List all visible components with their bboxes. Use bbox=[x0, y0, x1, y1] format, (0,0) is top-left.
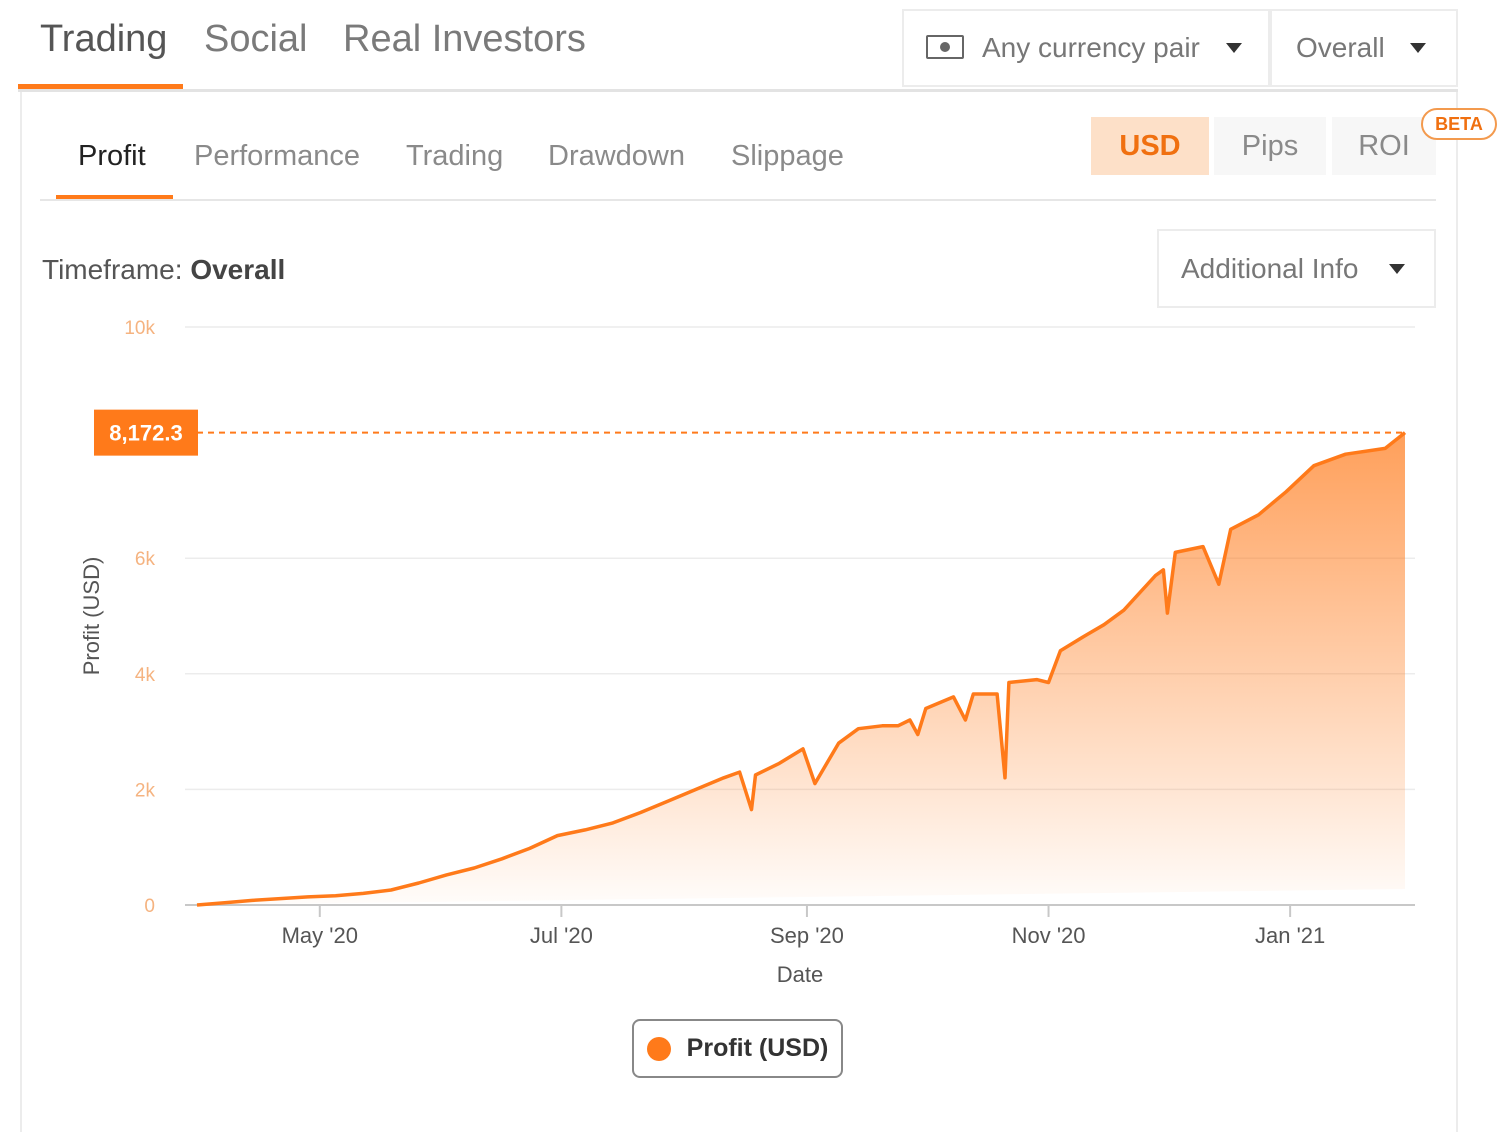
x-axis-title: Date bbox=[777, 962, 823, 987]
tab-social[interactable]: Social bbox=[204, 18, 308, 60]
chevron-down-icon bbox=[1389, 263, 1405, 274]
last-value-badge bbox=[94, 409, 198, 456]
subtab-trading[interactable]: Trading bbox=[406, 140, 504, 172]
beta-badge: BETA bbox=[1421, 108, 1497, 140]
x-tick-label: Nov '20 bbox=[1012, 923, 1086, 948]
unit-pips-button[interactable]: Pips bbox=[1214, 117, 1326, 175]
timeframe-caption: Timeframe: bbox=[42, 254, 183, 285]
profit-line bbox=[196, 431, 1407, 907]
currency-pair-select[interactable]: Any currency pair bbox=[902, 9, 1270, 87]
y-tick-label: 2k bbox=[135, 780, 156, 801]
active-tab-indicator bbox=[18, 84, 183, 89]
period-select[interactable]: Overall bbox=[1270, 9, 1458, 87]
timeframe-value: Overall bbox=[190, 254, 286, 285]
subtab-divider bbox=[40, 199, 1436, 201]
active-subtab-indicator bbox=[56, 195, 173, 199]
y-tick-label: 4k bbox=[135, 665, 156, 686]
chevron-down-icon bbox=[1226, 43, 1242, 53]
profit-area bbox=[197, 432, 1405, 905]
chart-panel bbox=[20, 92, 1458, 1132]
legend-label: Profit (USD) bbox=[686, 1034, 829, 1062]
legend-profit[interactable]: Profit (USD) bbox=[632, 1019, 843, 1078]
y-axis-title: Profit (USD) bbox=[79, 557, 104, 676]
legend-dot-icon bbox=[646, 1036, 671, 1061]
y-tick-label: 6k bbox=[135, 549, 156, 570]
tab-real-investors[interactable]: Real Investors bbox=[343, 18, 586, 60]
subtab-performance[interactable]: Performance bbox=[194, 140, 361, 172]
last-value-label: 8,172.3 bbox=[109, 421, 182, 446]
top-divider bbox=[18, 89, 1458, 92]
unit-roi-button[interactable]: ROI bbox=[1332, 117, 1436, 175]
chevron-down-icon bbox=[1410, 43, 1426, 53]
x-tick-label: Sep '20 bbox=[770, 923, 844, 948]
tab-trading[interactable]: Trading bbox=[40, 18, 168, 60]
timeframe-label: Timeframe: Overall bbox=[42, 254, 285, 286]
y-tick-label: 0 bbox=[144, 896, 155, 917]
subtab-drawdown[interactable]: Drawdown bbox=[548, 140, 685, 172]
x-tick-label: Jul '20 bbox=[530, 923, 593, 948]
currency-pair-value: Any currency pair bbox=[982, 32, 1200, 63]
additional-info-select[interactable]: Additional Info bbox=[1157, 229, 1436, 308]
x-tick-label: Jan '21 bbox=[1255, 923, 1325, 948]
y-tick-label: 10k bbox=[124, 318, 155, 339]
period-value: Overall bbox=[1296, 32, 1385, 63]
subtab-slippage[interactable]: Slippage bbox=[731, 140, 844, 172]
additional-info-label: Additional Info bbox=[1181, 252, 1359, 284]
x-tick-label: May '20 bbox=[282, 923, 358, 948]
money-icon bbox=[926, 35, 964, 59]
unit-usd-button[interactable]: USD bbox=[1091, 117, 1209, 175]
subtab-profit[interactable]: Profit bbox=[78, 140, 146, 172]
